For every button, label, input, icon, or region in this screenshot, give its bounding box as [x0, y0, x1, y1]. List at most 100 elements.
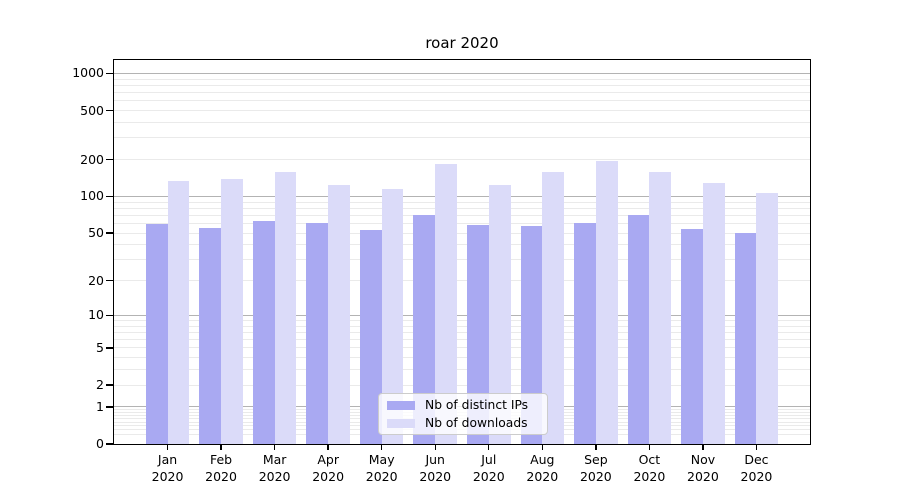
- bar-distinct-ips-nov: [681, 229, 703, 444]
- y-gridline-minor: [114, 369, 810, 371]
- y-tick-mark: [106, 443, 114, 445]
- bar-downloads-sep: [595, 160, 618, 444]
- y-tick-label: 20: [88, 272, 104, 288]
- bar-distinct-ips-sep: [574, 222, 596, 444]
- legend-row-distinct-ips: Nb of distinct IPs: [379, 398, 547, 412]
- legend-swatch-distinct-ips: [387, 400, 415, 410]
- bar-distinct-ips-aug: [520, 226, 543, 444]
- x-tick-mark: [166, 444, 169, 450]
- y-tick-mark: [106, 72, 114, 75]
- y-gridline-minor: [114, 159, 810, 161]
- y-tick-mark: [106, 232, 114, 234]
- x-tick-label: Dec 2020: [740, 452, 773, 484]
- legend-swatch-downloads: [387, 418, 415, 428]
- legend-label-downloads: Nb of downloads: [425, 416, 528, 430]
- bar-distinct-ips-jul: [466, 225, 489, 444]
- bar-downloads-oct: [649, 172, 672, 444]
- x-tick-mark: [648, 444, 651, 450]
- x-tick-mark: [434, 444, 436, 450]
- bar-downloads-dec: [756, 192, 779, 444]
- legend-label-distinct-ips: Nb of distinct IPs: [425, 398, 529, 412]
- bar-distinct-ips-mar: [252, 220, 275, 444]
- y-gridline-minor: [114, 244, 810, 246]
- plot-area: Nb of distinct IPs Nb of downloads: [113, 59, 811, 445]
- y-tick-label: 500: [80, 102, 104, 118]
- x-tick-label: Apr 2020: [312, 452, 345, 484]
- x-tick-label: Oct 2020: [633, 452, 666, 484]
- y-gridline-major: [114, 72, 810, 74]
- y-tick-mark: [106, 347, 114, 349]
- bar-distinct-ips-apr: [306, 222, 329, 444]
- x-tick-mark: [273, 444, 276, 450]
- y-gridline-major: [114, 195, 810, 197]
- bar-distinct-ips-may: [359, 230, 382, 444]
- y-tick-mark: [106, 384, 114, 386]
- bar-downloads-mar: [274, 172, 297, 444]
- legend: Nb of distinct IPs Nb of downloads: [378, 393, 548, 435]
- x-tick-mark: [380, 444, 383, 450]
- bar-distinct-ips-dec: [734, 233, 757, 444]
- x-tick-label: Feb 2020: [205, 452, 237, 484]
- y-gridline-minor: [114, 78, 810, 80]
- y-gridline-major: [114, 314, 810, 316]
- y-gridline-minor: [114, 207, 810, 209]
- x-tick-mark: [488, 444, 490, 450]
- bar-downloads-nov: [702, 182, 725, 444]
- y-gridline-minor: [114, 100, 810, 102]
- bar-distinct-ips-jun: [413, 214, 436, 444]
- y-gridline-minor: [114, 214, 810, 216]
- y-gridline-minor: [114, 201, 810, 203]
- y-gridline-minor: [114, 384, 810, 386]
- y-tick-label: 50: [88, 225, 104, 241]
- bar-distinct-ips-feb: [199, 228, 222, 444]
- y-gridline-minor: [114, 92, 810, 94]
- bar-distinct-ips-oct: [627, 215, 650, 444]
- x-tick-mark: [755, 444, 758, 450]
- y-tick-label: 1: [96, 398, 104, 414]
- x-tick-label: May 2020: [365, 452, 398, 484]
- bar-downloads-aug: [542, 172, 565, 444]
- y-gridline-minor: [114, 347, 810, 349]
- x-tick-label: Sep 2020: [579, 452, 612, 484]
- bar-downloads-jun: [435, 163, 458, 444]
- bar-downloads-feb: [221, 178, 243, 444]
- y-gridline-minor: [114, 357, 810, 359]
- x-tick-mark: [327, 444, 329, 450]
- y-tick-label: 1000: [72, 65, 104, 81]
- bar-downloads-apr: [328, 185, 350, 444]
- y-gridline-minor: [114, 137, 810, 139]
- y-gridline-minor: [114, 259, 810, 261]
- y-gridline-minor: [114, 331, 810, 333]
- x-tick-label: Jan 2020: [151, 452, 184, 484]
- bar-downloads-jul: [488, 185, 511, 444]
- y-tick-label: 5: [96, 339, 104, 355]
- y-tick-label: 2: [96, 377, 104, 393]
- y-tick-mark: [106, 109, 114, 112]
- y-tick-label: 200: [80, 151, 104, 167]
- y-gridline-minor: [114, 325, 810, 327]
- bar-downloads-may: [381, 188, 404, 444]
- y-tick-mark: [106, 195, 114, 198]
- y-tick-label: 10: [88, 307, 104, 323]
- y-gridline-minor: [114, 110, 810, 112]
- y-tick-label: 100: [80, 188, 104, 204]
- y-gridline-minor: [114, 223, 810, 224]
- y-gridline-minor: [114, 319, 810, 321]
- x-tick-mark: [702, 444, 704, 450]
- x-tick-mark: [541, 444, 543, 450]
- y-tick-mark: [106, 406, 114, 408]
- x-tick-label: Jun 2020: [419, 452, 452, 484]
- y-gridline-minor: [114, 339, 810, 341]
- x-tick-label: Jul 2020: [472, 452, 505, 484]
- bar-downloads-jan: [167, 180, 190, 444]
- x-tick-label: Mar 2020: [258, 452, 291, 484]
- bar-distinct-ips-jan: [145, 223, 168, 444]
- chart-title: roar 2020: [425, 34, 499, 52]
- y-tick-mark: [106, 158, 114, 161]
- x-tick-mark: [595, 444, 597, 450]
- x-tick-label: Aug 2020: [526, 452, 559, 484]
- y-gridline-minor: [114, 280, 810, 282]
- x-tick-mark: [220, 444, 222, 450]
- legend-row-downloads: Nb of downloads: [379, 416, 547, 430]
